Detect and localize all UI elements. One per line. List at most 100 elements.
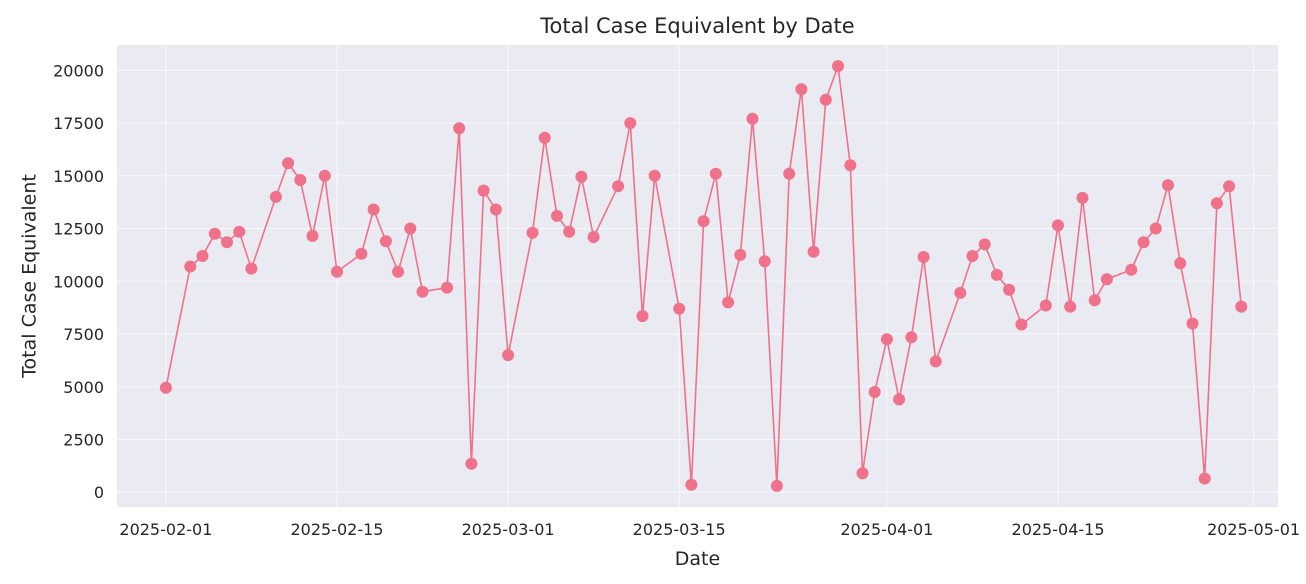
data-point (1052, 219, 1064, 232)
data-point (1174, 257, 1187, 270)
data-point (404, 222, 417, 235)
data-point (1223, 180, 1236, 193)
data-point (795, 83, 808, 96)
data-point (844, 159, 857, 172)
data-point (648, 169, 661, 182)
data-point (978, 238, 991, 251)
data-point (331, 265, 343, 278)
data-point (1149, 222, 1162, 235)
x-axis-title: Date (675, 548, 720, 570)
data-point (221, 236, 233, 249)
chart-title: Total Case Equivalent by Date (539, 14, 854, 38)
data-point (538, 131, 551, 144)
data-point (282, 157, 295, 170)
data-point (917, 251, 930, 263)
data-point (269, 190, 282, 203)
data-point (856, 467, 869, 480)
data-point (208, 227, 221, 240)
plot-area (117, 45, 1278, 507)
data-point (379, 235, 392, 248)
data-point (575, 170, 588, 183)
data-point (453, 122, 466, 135)
x-tick-label: 2025-03-01 (462, 520, 555, 539)
data-point (783, 167, 796, 180)
data-point (734, 248, 747, 261)
data-point (489, 203, 502, 216)
data-point (1198, 472, 1211, 485)
data-point (819, 93, 832, 106)
x-tick-label: 2025-04-01 (840, 520, 933, 539)
data-point (1210, 197, 1223, 210)
data-point (477, 184, 490, 197)
data-point (551, 209, 563, 222)
y-tick-label: 12500 (53, 220, 104, 239)
x-axis-ticks: 2025-02-01 2025-02-15 2025-03-01 2025-03-15… (119, 520, 1300, 539)
data-point (954, 286, 967, 299)
data-point (1076, 191, 1089, 204)
data-point (1125, 263, 1138, 276)
data-point (697, 215, 710, 228)
data-point (807, 245, 820, 258)
y-tick-label: 17500 (53, 114, 104, 133)
data-point (306, 229, 319, 242)
x-tick-label: 2025-05-01 (1207, 520, 1300, 539)
data-point (770, 479, 783, 492)
data-point (587, 231, 600, 243)
data-point (392, 265, 405, 278)
data-point (1162, 179, 1174, 192)
data-point (233, 225, 246, 238)
data-point (159, 381, 172, 394)
data-point (868, 386, 881, 398)
data-series (159, 60, 1248, 492)
data-point (1003, 283, 1016, 296)
data-point (318, 169, 331, 182)
data-point (416, 285, 429, 298)
data-point (1100, 273, 1113, 286)
data-point (294, 174, 307, 186)
data-point (1015, 318, 1028, 331)
data-point (832, 60, 844, 73)
data-point (196, 250, 209, 262)
data-point (465, 457, 478, 470)
data-point (563, 225, 576, 238)
y-axis-ticks: 0 2500 5000 7500 10000 12500 15000 17500 20000 (53, 61, 104, 502)
data-point (880, 333, 893, 346)
data-point (612, 180, 625, 193)
data-point (1186, 317, 1199, 330)
data-point (746, 112, 759, 125)
grid (117, 45, 1278, 507)
data-point (636, 310, 649, 323)
data-point (966, 250, 979, 262)
data-point (526, 226, 539, 239)
y-tick-label: 15000 (53, 167, 104, 186)
data-point (685, 478, 698, 491)
data-point (624, 117, 637, 130)
y-tick-label: 20000 (53, 61, 104, 80)
data-point (905, 331, 918, 344)
x-tick-label: 2025-03-15 (633, 520, 726, 539)
data-point (367, 203, 380, 216)
data-point (355, 247, 368, 260)
data-point (758, 255, 771, 268)
x-tick-label: 2025-02-01 (119, 520, 212, 539)
data-point (1064, 300, 1077, 313)
data-point (1235, 300, 1248, 313)
data-point (1137, 236, 1150, 249)
data-point (502, 349, 515, 362)
y-tick-label: 5000 (63, 378, 104, 397)
y-tick-label: 7500 (63, 325, 104, 344)
data-point (673, 302, 686, 315)
data-point (1039, 299, 1052, 312)
y-tick-label: 0 (94, 483, 104, 502)
data-point (709, 167, 722, 180)
data-point (722, 296, 735, 309)
data-point (1088, 294, 1101, 307)
x-tick-label: 2025-04-15 (1012, 520, 1105, 539)
y-tick-label: 10000 (53, 272, 104, 291)
y-tick-label: 2500 (63, 430, 104, 449)
data-point (441, 281, 453, 294)
data-point (990, 268, 1003, 281)
data-point (893, 393, 906, 406)
y-axis-title: Total Case Equivalent (19, 174, 41, 379)
